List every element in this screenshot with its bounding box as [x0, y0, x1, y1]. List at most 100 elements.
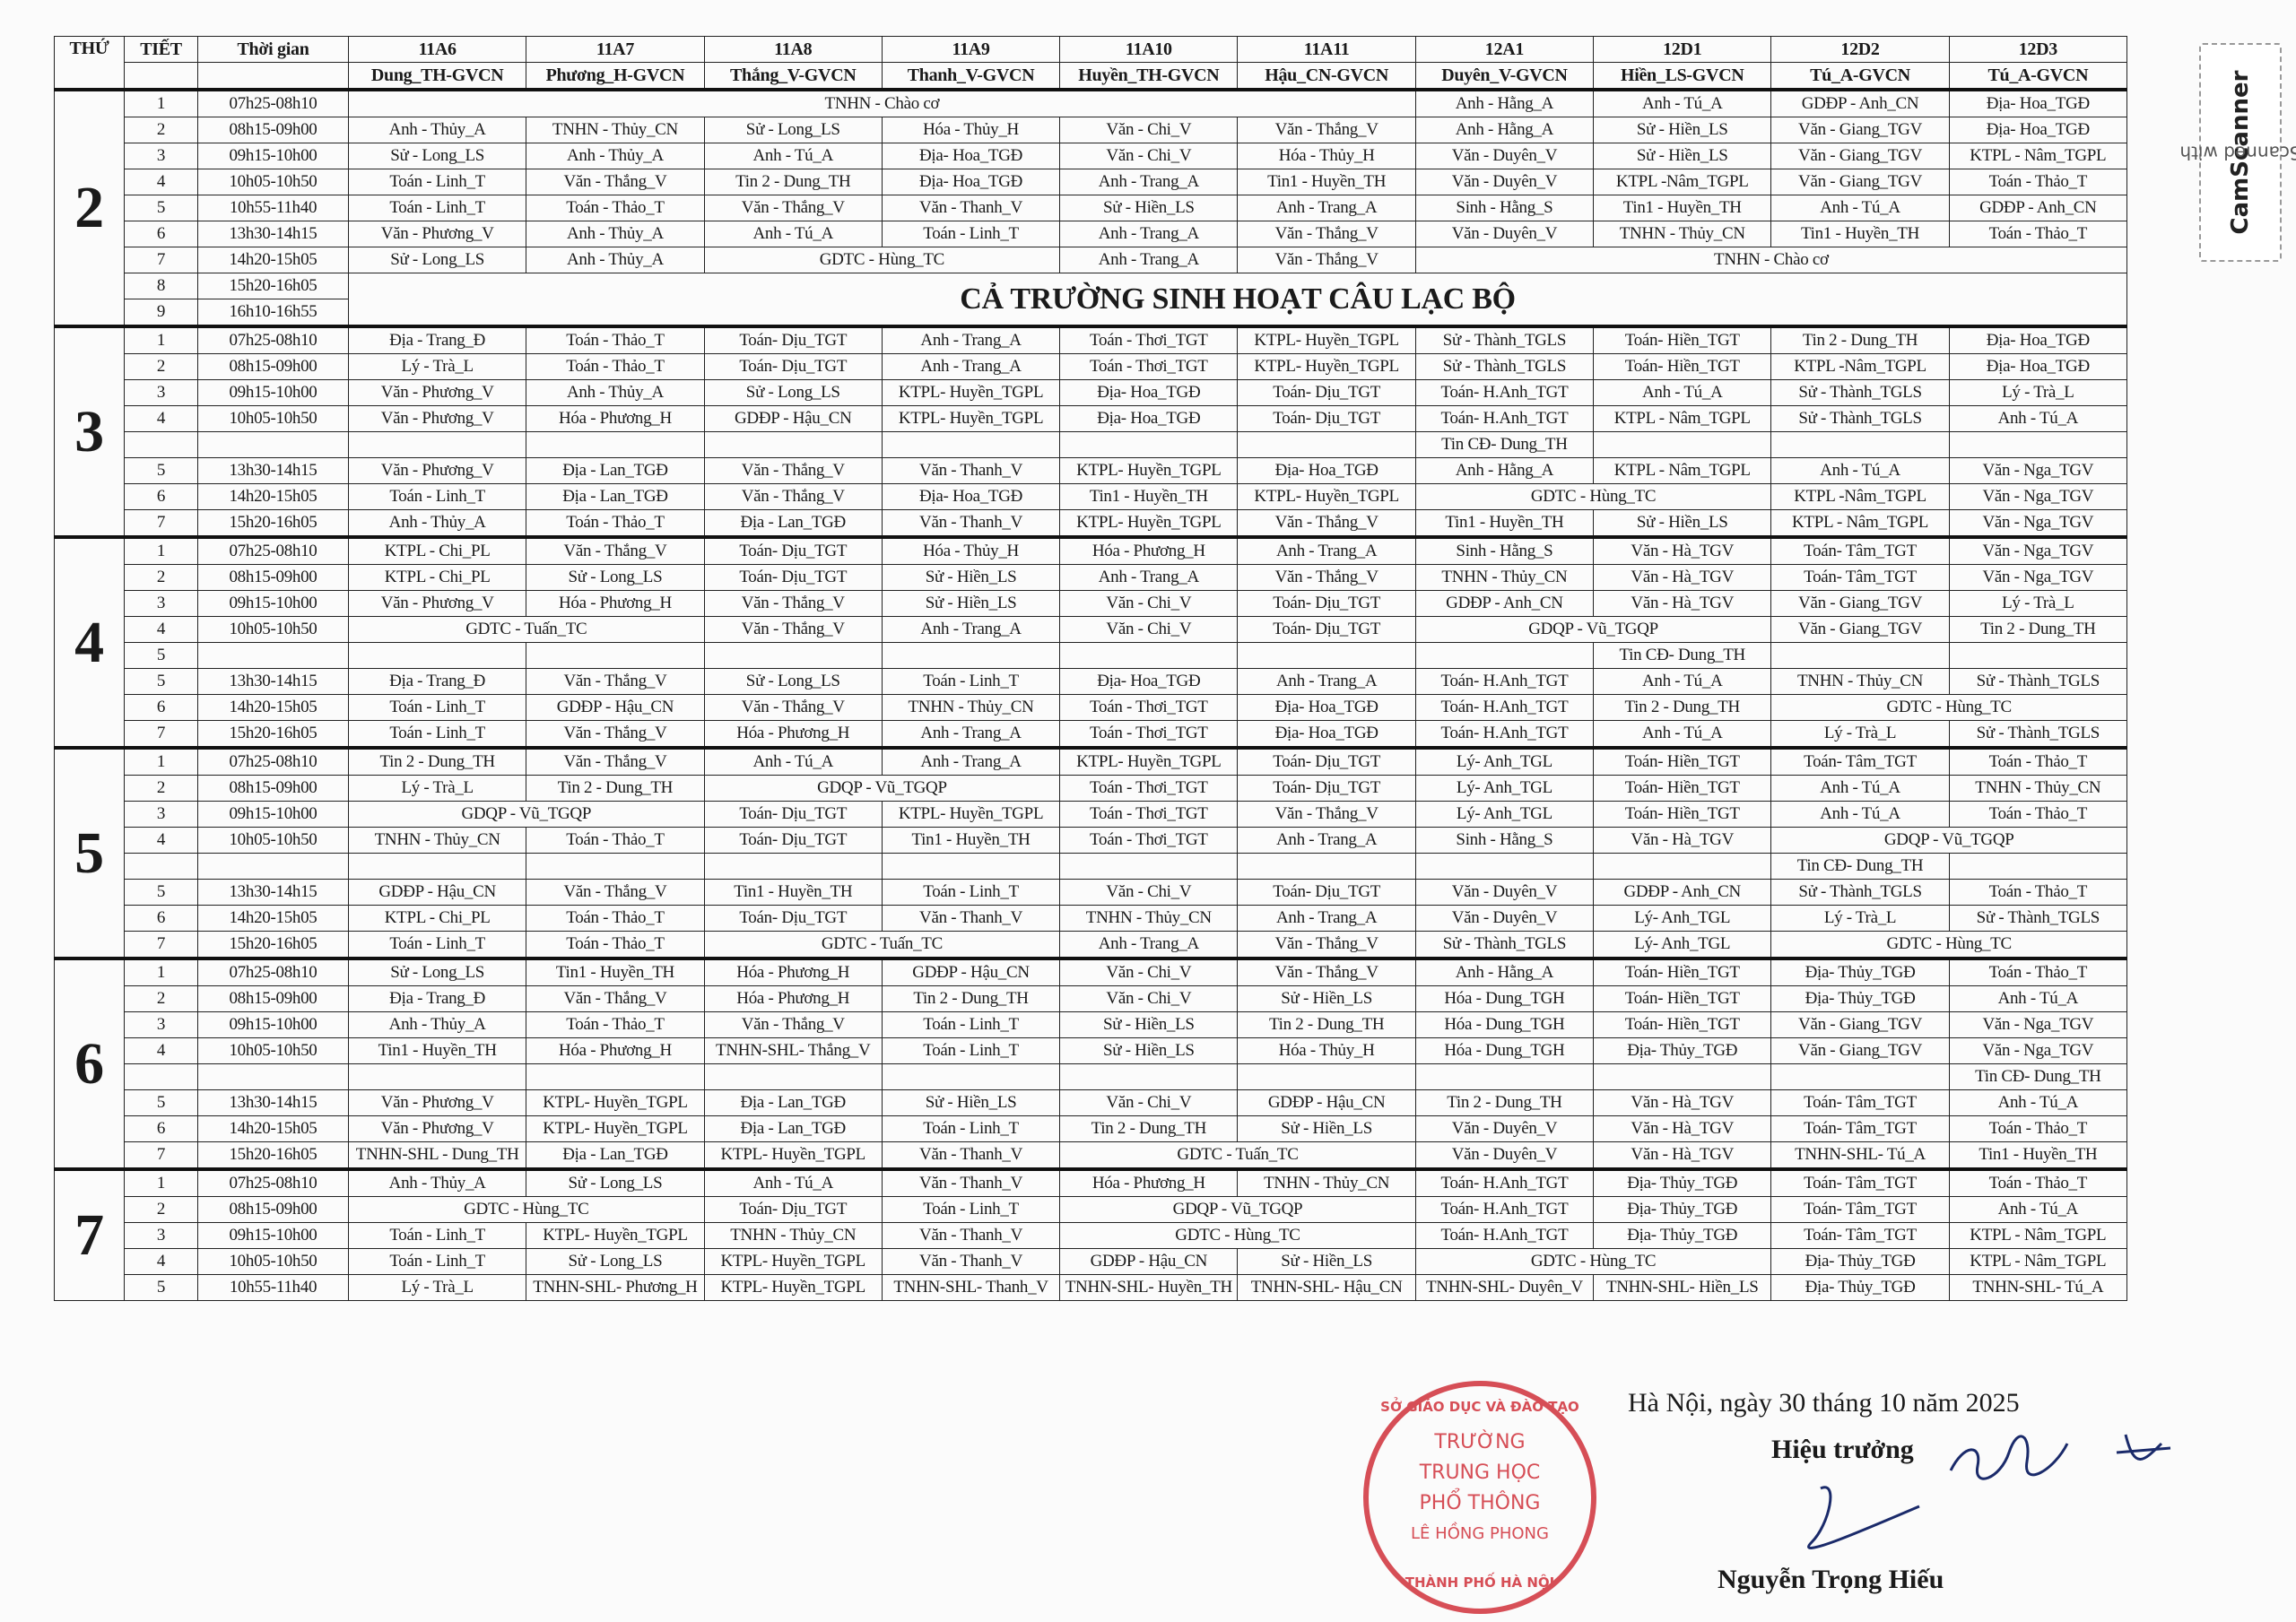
lesson-cell: Lý - Trà_L	[1948, 379, 2128, 406]
table-row: 5 13h30-14h15 Văn - Phương_V Địa - Lan_TGĐ V…	[55, 457, 2128, 484]
lesson-cell: Văn - Thắng_V	[703, 616, 883, 643]
period-time: 10h05-10h50	[197, 827, 349, 854]
lesson-cell: Văn - Duyên_V	[1414, 169, 1595, 195]
lesson-cell: Toán - Thảo_T	[1948, 957, 2128, 986]
lesson-cell: Toán - Thơi_TGT	[1059, 720, 1239, 749]
principal-title: Hiệu trưởng	[1771, 1435, 1914, 1464]
lesson-cell: KTPL -Nâm_TGPL	[1593, 169, 1772, 195]
lesson-cell: Lý - Trà_L	[347, 1274, 527, 1301]
lesson-cell: KTPL- Huyền_TGPL	[526, 1115, 705, 1142]
period-number: 7	[124, 247, 198, 273]
lesson-cell: Anh - Trang_A	[1237, 905, 1416, 932]
place-date: Hà Nội, ngày 30 tháng 10 năm 2025	[1628, 1388, 2020, 1418]
period-time: 15h20-16h05	[197, 273, 349, 299]
lesson-cell: Văn - Thanh_V	[881, 905, 1061, 932]
lesson-cell: Anh - Tú_A	[1593, 88, 1772, 117]
lesson-cell: KTPL- Huyền_TGPL	[703, 1141, 883, 1170]
lesson-cell: TNHN - Thủy_CN	[1059, 905, 1239, 932]
lesson-cell: Lý - Trà_L	[347, 353, 527, 380]
lesson-cell: Toán - Thơi_TGT	[1059, 801, 1239, 828]
period-time: 09h15-10h00	[197, 143, 349, 169]
lesson-cell: Văn - Thắng_V	[1237, 247, 1416, 273]
lesson-cell: Toán- Tâm_TGT	[1770, 1222, 1950, 1249]
lesson-cell: Địa- Hoa_TGĐ	[1237, 457, 1416, 484]
lesson-cell	[703, 642, 883, 669]
lesson-cell: Toán - Thảo_T	[526, 353, 705, 380]
lesson-cell: GDQP - Vũ_TGQP	[1059, 1196, 1416, 1223]
lesson-cell	[1414, 1063, 1595, 1090]
table-row: 4 1 07h25-08h10 KTPL - Chi_PL Văn - Thắng_V T…	[54, 535, 2128, 749]
lesson-cell: Địa- Thủy_TGĐ	[1770, 1248, 1950, 1275]
lesson-cell: Văn - Giang_TGV	[1770, 1037, 1950, 1064]
homeroom-teacher: Hiền_LS-GVCN	[1593, 62, 1772, 91]
period-number: 2	[124, 564, 198, 591]
lesson-cell: Văn - Thắng_V	[703, 1011, 883, 1038]
lesson-cell: Toán - Thảo_T	[1948, 879, 2128, 906]
lesson-cell: GDTC - Tuấn_TC	[703, 931, 1061, 959]
lesson-cell: Lý - Trà_L	[1948, 590, 2128, 617]
period-number: 9	[124, 299, 198, 327]
lesson-cell: Toán- Dịu_TGT	[1237, 746, 1416, 776]
table-row: 5 10h55-11h40 Toán - Linh_T Toán - Thảo_T Vă…	[55, 195, 2128, 221]
period-time: 07h25-08h10	[197, 88, 349, 117]
table-row: 4 10h05-10h50 Văn - Phương_V Hóa - Phương_H…	[55, 405, 2128, 432]
lesson-cell: Văn - Nga_TGV	[1948, 1011, 2128, 1038]
lesson-cell: Văn - Thắng_V	[526, 879, 705, 906]
lesson-cell: Anh - Tú_A	[1770, 775, 1950, 802]
lesson-cell: TNHN-SHL- Duyên_V	[1414, 1274, 1595, 1301]
period-time: 10h05-10h50	[197, 1037, 349, 1064]
lesson-cell: Văn - Thanh_V	[881, 1222, 1061, 1249]
lesson-cell: Địa- Hoa_TGĐ	[1948, 353, 2128, 380]
lesson-cell: GDĐP - Anh_CN	[1414, 590, 1595, 617]
lesson-cell: KTPL- Huyền_TGPL	[1059, 509, 1239, 538]
lesson-cell: Toán- Tâm_TGT	[1770, 1167, 1950, 1197]
lesson-cell: Hóa - Phương_H	[526, 1037, 705, 1064]
lesson-cell	[703, 1063, 883, 1090]
table-row: 7 1 07h25-08h10 Anh - Thủy_A Sử - Long_LS Anh…	[54, 1167, 2128, 1301]
lesson-cell: Địa- Hoa_TGĐ	[1237, 720, 1416, 749]
lesson-cell: Địa- Thủy_TGĐ	[1593, 1037, 1772, 1064]
table-row: Tin CĐ- Dung_TH	[55, 431, 2128, 458]
lesson-cell: Toán- Tâm_TGT	[1770, 1115, 1950, 1142]
class-header: 11A10	[1059, 36, 1239, 63]
lesson-cell: Toán - Linh_T	[347, 931, 527, 959]
lesson-cell: Sử - Hiền_LS	[1237, 1248, 1416, 1275]
period-number: 4	[124, 1037, 198, 1064]
lesson-cell: Toán- Tâm_TGT	[1770, 746, 1950, 776]
period-time: 15h20-16h05	[197, 1141, 349, 1170]
lesson-cell: Hóa - Thủy_H	[1237, 143, 1416, 169]
lesson-cell: KTPL - Nâm_TGPL	[1948, 1248, 2128, 1275]
day-label: 2	[54, 88, 125, 327]
lesson-cell	[1770, 642, 1950, 669]
period-time: 09h15-10h00	[197, 379, 349, 406]
lesson-cell: Anh - Thủy_A	[526, 379, 705, 406]
lesson-cell: KTPL- Huyền_TGPL	[526, 1222, 705, 1249]
lesson-cell: Văn - Thanh_V	[881, 1167, 1061, 1197]
lesson-cell: Lý- Anh_TGL	[1593, 931, 1772, 959]
lesson-cell: Toán - Linh_T	[881, 1115, 1061, 1142]
lesson-cell: Toán - Thảo_T	[1948, 221, 2128, 247]
lesson-cell: Hóa - Dung_TGH	[1414, 1011, 1595, 1038]
lesson-cell: Tin1 - Huyền_TH	[1237, 169, 1416, 195]
club-activity-banner: CẢ TRƯỜNG SINH HOẠT CÂU LẠC BỘ	[348, 273, 2127, 327]
lesson-cell: Toán- Hiền_TGT	[1593, 746, 1772, 776]
lesson-cell	[1948, 853, 2128, 880]
lesson-cell: Văn - Phương_V	[347, 590, 527, 617]
period-time: 10h55-11h40	[197, 1274, 349, 1301]
lesson-cell: Anh - Tú_A	[1948, 1089, 2128, 1116]
lesson-cell: Hóa - Phương_H	[1059, 1167, 1239, 1197]
lesson-cell: Tin 2 - Dung_TH	[703, 169, 883, 195]
lesson-cell: Toán - Linh_T	[881, 1037, 1061, 1064]
period-number: 7	[124, 509, 198, 538]
period-number: 1	[124, 535, 198, 565]
lesson-cell: Tin1 - Huyền_TH	[1770, 221, 1950, 247]
lesson-cell: Toán- Dịu_TGT	[703, 535, 883, 565]
lesson-cell: Văn - Hà_TGV	[1593, 827, 1772, 854]
lesson-cell: Sử - Hiền_LS	[881, 1089, 1061, 1116]
lesson-cell: Văn - Thắng_V	[703, 457, 883, 484]
lesson-cell: Toán- Tâm_TGT	[1770, 564, 1950, 591]
lesson-cell: Tin 2 - Dung_TH	[1593, 694, 1772, 721]
lesson-cell: Hóa - Phương_H	[703, 720, 883, 749]
lesson-cell	[703, 853, 883, 880]
period-number: 1	[124, 1167, 198, 1197]
